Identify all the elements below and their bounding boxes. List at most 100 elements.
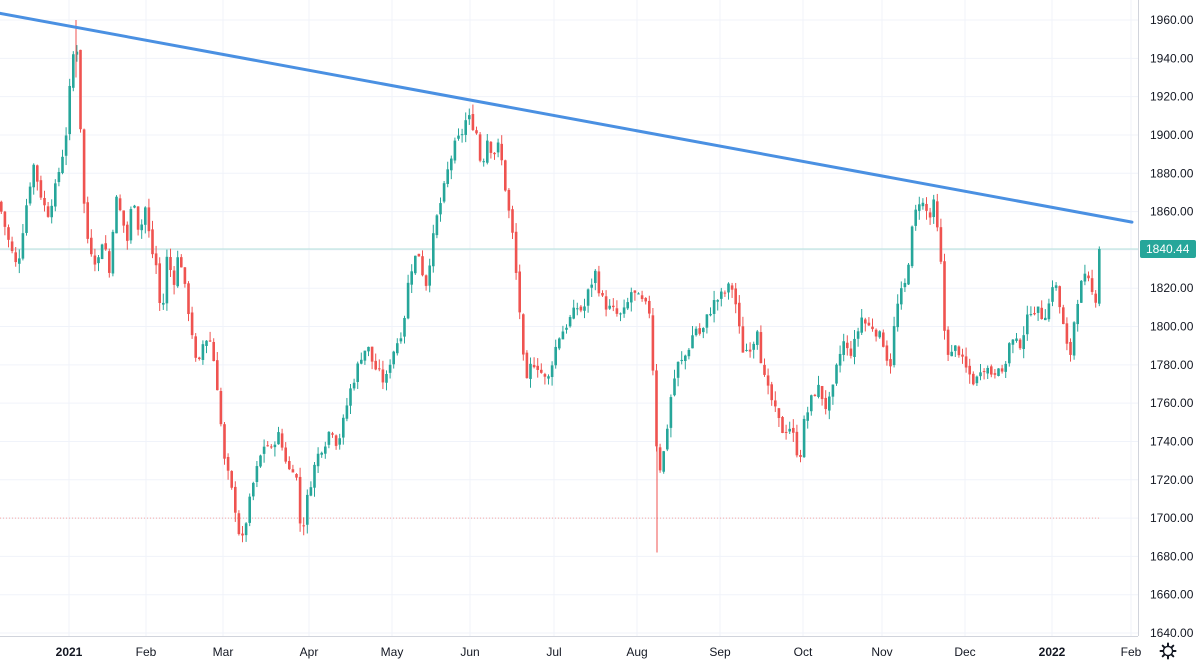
candle-body bbox=[568, 317, 572, 327]
candle-body bbox=[147, 207, 151, 232]
candle-body bbox=[144, 207, 147, 225]
candle-body bbox=[165, 256, 169, 304]
price-axis[interactable]: 1960.00 1940.00 1920.00 1900.00 1880.00 1860.… bbox=[1138, 0, 1197, 640]
candle-body bbox=[54, 183, 57, 207]
candle-body bbox=[676, 361, 680, 378]
candle-body bbox=[104, 243, 107, 250]
candle-body bbox=[39, 180, 43, 198]
candle-body bbox=[1094, 293, 1097, 303]
candle-body bbox=[748, 349, 752, 352]
price-tick-label: 1800.00 bbox=[1150, 320, 1194, 334]
candle-body bbox=[835, 364, 838, 384]
candle-body bbox=[586, 289, 590, 306]
candle-body bbox=[936, 201, 939, 228]
time-tick-label: Feb bbox=[1121, 645, 1142, 659]
candle-body bbox=[21, 233, 25, 259]
candle-body bbox=[133, 205, 136, 208]
candle-body bbox=[680, 359, 683, 362]
candle-body bbox=[504, 160, 507, 191]
candle-body bbox=[853, 338, 856, 358]
candle-body bbox=[288, 461, 291, 470]
candle-body bbox=[28, 186, 32, 204]
candle-body bbox=[216, 360, 219, 391]
candle-body bbox=[601, 293, 604, 296]
candle-body bbox=[882, 332, 885, 347]
candle-body bbox=[1072, 322, 1076, 356]
candle-body bbox=[421, 256, 424, 276]
candle-body bbox=[838, 353, 842, 366]
price-tick-label: 1900.00 bbox=[1150, 128, 1194, 142]
price-tick-label: 1940.00 bbox=[1150, 51, 1194, 65]
candle-body bbox=[1083, 273, 1087, 282]
price-tick-label: 1860.00 bbox=[1150, 205, 1194, 219]
candle-body bbox=[896, 303, 899, 328]
candle-body bbox=[565, 327, 568, 330]
candle-body bbox=[291, 469, 295, 473]
candle-body bbox=[723, 292, 727, 294]
candle-body bbox=[72, 54, 75, 88]
time-tick-label: Jun bbox=[460, 645, 479, 659]
candle-body bbox=[111, 231, 115, 274]
candles bbox=[0, 20, 1101, 553]
candle-body bbox=[241, 533, 244, 536]
candle-body bbox=[1058, 286, 1061, 308]
candle-body bbox=[460, 134, 464, 136]
candle-body bbox=[183, 267, 187, 284]
candle-body bbox=[248, 496, 251, 523]
candle-body bbox=[439, 203, 442, 215]
candle-body bbox=[579, 306, 583, 311]
gear-icon[interactable] bbox=[1159, 642, 1177, 660]
time-tick-label: 2022 bbox=[1039, 645, 1066, 659]
candle-body bbox=[932, 199, 935, 218]
trendline[interactable] bbox=[0, 11, 1134, 224]
candle-body bbox=[453, 140, 457, 161]
candle-body bbox=[795, 431, 799, 456]
settings-button[interactable] bbox=[1159, 642, 1177, 660]
candle-body bbox=[399, 338, 403, 342]
candle-body bbox=[867, 322, 871, 326]
candle-body bbox=[558, 338, 561, 349]
time-tick-label: Apr bbox=[300, 645, 319, 659]
candle-body bbox=[406, 282, 410, 319]
candle-body bbox=[694, 328, 698, 336]
time-axis[interactable]: 2021 Feb Mar Apr May Jun Jul Aug Sep Oct Nov Dec 202… bbox=[0, 636, 1142, 660]
candle-body bbox=[205, 340, 208, 346]
candle-body bbox=[630, 292, 633, 303]
candle-body bbox=[554, 346, 557, 366]
candle-body bbox=[763, 364, 766, 375]
candle-body bbox=[1008, 343, 1011, 364]
candle-body bbox=[378, 368, 381, 370]
candle-body bbox=[817, 384, 820, 397]
candle-body bbox=[100, 244, 104, 259]
candle-body bbox=[50, 205, 53, 218]
candle-body bbox=[234, 486, 237, 513]
candle-body bbox=[1040, 307, 1043, 320]
candle-body bbox=[662, 451, 665, 472]
trendline-line[interactable] bbox=[0, 11, 1134, 224]
candle-body bbox=[910, 226, 914, 267]
candle-body bbox=[788, 428, 791, 432]
candle-body bbox=[709, 313, 712, 316]
candle-body bbox=[277, 432, 280, 445]
candle-body bbox=[194, 336, 197, 358]
candle-body bbox=[799, 455, 802, 457]
candle-body bbox=[784, 431, 788, 433]
candle-body bbox=[496, 142, 500, 153]
candle-body bbox=[190, 312, 194, 336]
time-tick-label: Sep bbox=[709, 645, 731, 659]
candle-body bbox=[529, 363, 532, 379]
candle-body bbox=[622, 307, 626, 314]
time-tick-label: Dec bbox=[954, 645, 975, 659]
candle-body bbox=[295, 474, 298, 478]
candle-body bbox=[1033, 313, 1036, 315]
candle-body bbox=[446, 169, 449, 184]
candle-body bbox=[972, 373, 975, 385]
candle-body bbox=[766, 375, 770, 386]
candle-body bbox=[1069, 341, 1072, 355]
candle-body bbox=[615, 308, 619, 314]
candle-body bbox=[320, 452, 323, 455]
last-price-badge bbox=[1140, 240, 1196, 259]
time-tick-label: Aug bbox=[626, 645, 647, 659]
candle-body bbox=[32, 164, 35, 188]
